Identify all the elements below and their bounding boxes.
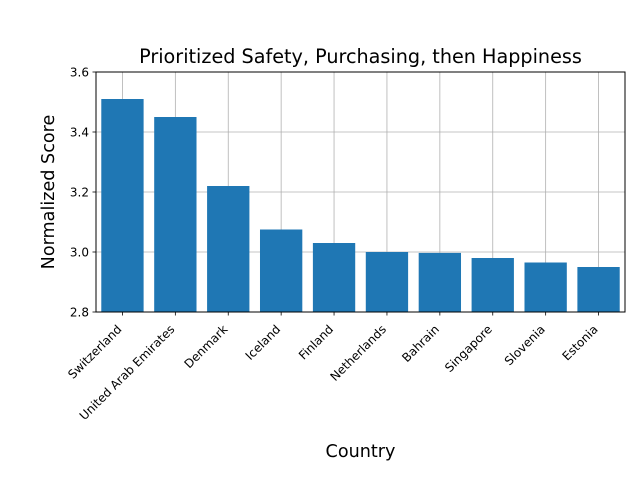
y-tick-label: 3.6: [70, 66, 89, 80]
x-tick-label: Estonia: [560, 322, 601, 363]
y-tick-label: 2.8: [70, 306, 89, 320]
bars: [101, 99, 620, 312]
x-tick-label: Finland: [296, 322, 336, 362]
bar: [577, 267, 620, 312]
y-axis: 2.8 3.0 3.2 3.4 3.6: [70, 66, 96, 320]
bar: [312, 243, 356, 312]
y-axis-label: Normalized Score: [39, 115, 59, 270]
y-tick-label: 3.2: [70, 186, 89, 200]
x-tick-label: Slovenia: [502, 322, 548, 368]
chart-title: Prioritized Safety, Purchasing, then Hap…: [139, 45, 582, 68]
bar: [471, 258, 514, 312]
y-tick-label: 3.4: [70, 126, 89, 140]
x-tick-label: Denmark: [181, 322, 230, 371]
bar: [154, 117, 197, 312]
x-axis-label: Country: [326, 442, 396, 462]
bar: [365, 252, 409, 312]
bar: [524, 262, 567, 312]
x-tick-label: United Arab Emirates: [77, 322, 178, 423]
x-tick-label: Switzerland: [65, 322, 124, 381]
bar: [418, 252, 462, 312]
x-tick-label: Netherlands: [327, 322, 389, 384]
bar: [101, 99, 144, 312]
bar: [207, 186, 250, 312]
x-tick-label: Iceland: [243, 322, 284, 363]
x-tick-label: Singapore: [442, 322, 495, 375]
bar: [259, 229, 303, 312]
x-tick-label: Bahrain: [399, 322, 442, 365]
y-tick-label: 3.0: [70, 246, 89, 260]
